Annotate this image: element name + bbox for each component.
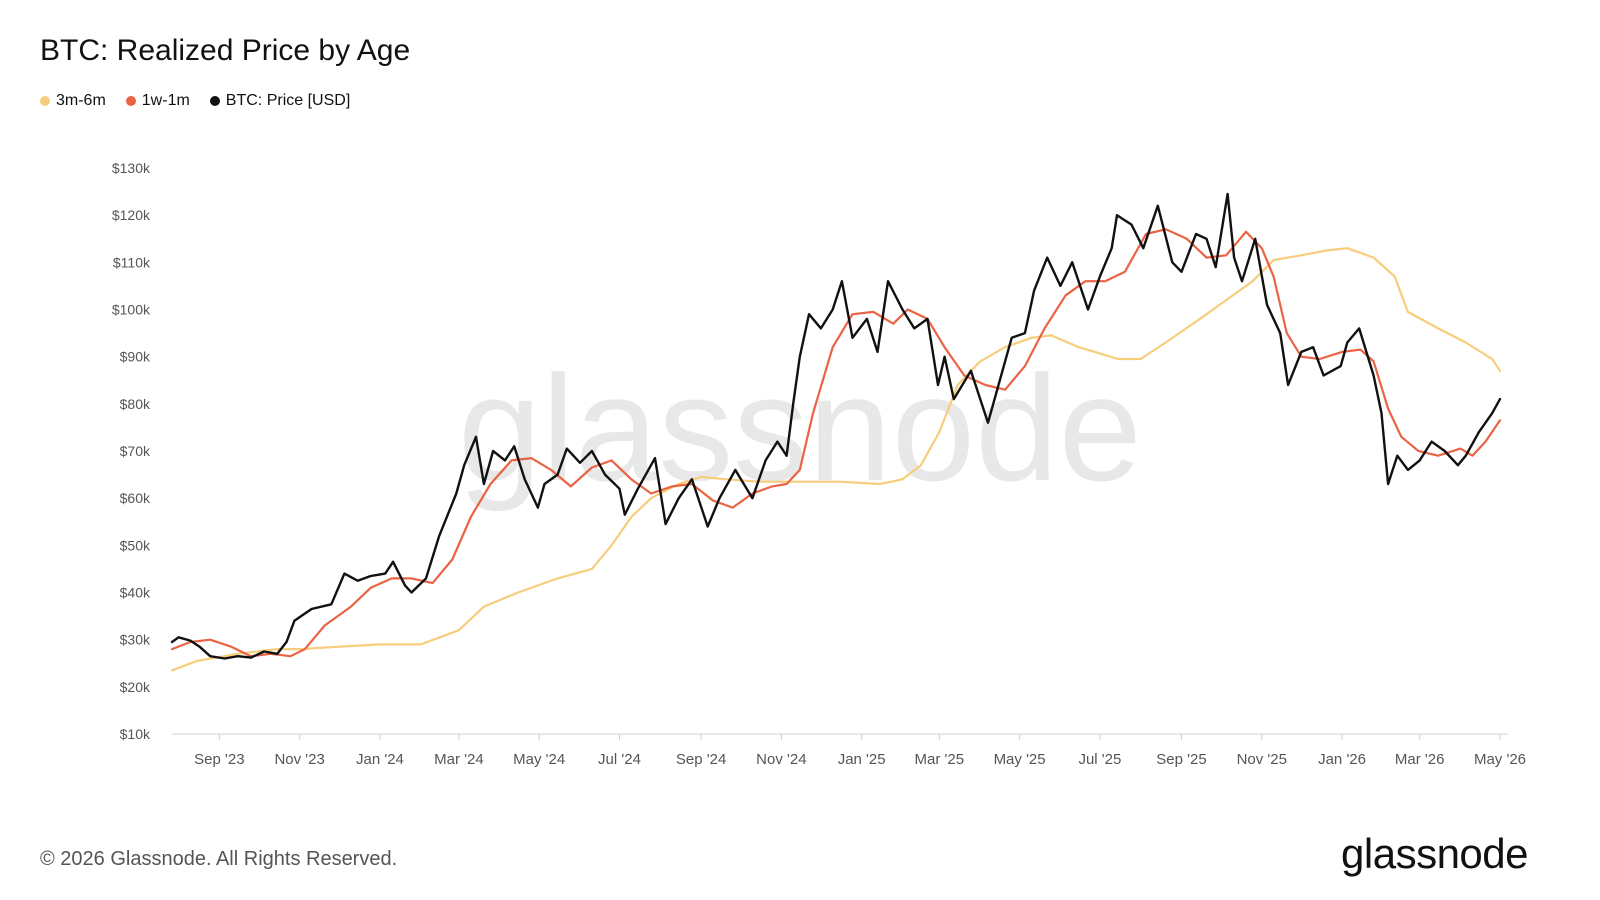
legend-item-1w-1m[interactable]: 1w-1m	[125, 92, 190, 110]
watermark: glassnode	[458, 344, 1142, 512]
legend-item-btc-price[interactable]: BTC: Price [USD]	[209, 92, 351, 110]
x-tick-label: Jan '26	[1318, 751, 1366, 768]
x-axis: Sep '23 Nov '23 Jan '24 Mar '24 May '24 Jul '…	[172, 733, 1526, 768]
y-tick-label: $130k	[112, 160, 151, 176]
y-tick-label: $100k	[112, 302, 151, 318]
y-tick-label: $110k	[113, 254, 151, 270]
y-tick-label: $80k	[120, 396, 151, 412]
chart-legend: 3m-6m 1w-1m BTC: Price [USD]	[40, 92, 350, 110]
x-tick-label: Jan '25	[838, 751, 886, 768]
x-tick-label: May '25	[994, 751, 1046, 768]
series-layer	[170, 192, 1502, 672]
y-tick-label: $30k	[120, 632, 151, 648]
y-tick-label: $20k	[120, 679, 151, 695]
y-tick-label: $70k	[120, 443, 151, 459]
x-tick-label: Nov '24	[756, 751, 806, 768]
x-tick-label: Sep '24	[676, 751, 726, 768]
series-line-3m-6m	[170, 247, 1502, 672]
x-tick-label: Sep '25	[1156, 751, 1206, 768]
x-tick-label: Mar '26	[1395, 751, 1445, 768]
y-tick-label: $40k	[120, 585, 151, 601]
x-tick-label: May '26	[1474, 751, 1526, 768]
y-tick-label: $50k	[120, 537, 151, 553]
y-axis: $10k $20k $30k $40k $50k $60k $70k $80k $90k $100…	[112, 160, 151, 742]
series-line-1w-1m	[170, 228, 1502, 658]
y-tick-label: $120k	[112, 207, 151, 223]
chart-title: BTC: Realized Price by Age	[40, 34, 411, 67]
legend-dot-1w-1m	[125, 96, 136, 106]
y-tick-label: $90k	[120, 349, 151, 365]
brand-logo: glassnode	[1341, 830, 1528, 877]
x-tick-label: Nov '25	[1237, 751, 1287, 768]
legend-dot-btc-price	[209, 96, 220, 106]
x-tick-label: Mar '24	[434, 751, 484, 768]
x-tick-label: Mar '25	[915, 751, 965, 768]
legend-item-3m-6m[interactable]: 3m-6m	[40, 92, 106, 110]
legend-label-3m-6m: 3m-6m	[56, 92, 106, 109]
y-tick-label: $10k	[120, 726, 151, 742]
legend-label-btc-price: BTC: Price [USD]	[225, 92, 351, 109]
x-tick-label: Sep '23	[194, 751, 244, 768]
x-tick-label: Jul '25	[1078, 751, 1121, 768]
legend-dot-3m-6m	[40, 96, 50, 106]
x-tick-label: May '24	[513, 751, 565, 768]
legend-label-1w-1m: 1w-1m	[141, 92, 190, 109]
x-tick-label: Jan '24	[356, 751, 404, 768]
series-line-btc-price	[170, 192, 1502, 660]
y-tick-label: $60k	[120, 490, 151, 506]
x-tick-label: Jul '24	[598, 751, 641, 768]
copyright-text: © 2026 Glassnode. All Rights Reserved.	[40, 848, 398, 870]
x-tick-label: Nov '23	[274, 751, 324, 768]
